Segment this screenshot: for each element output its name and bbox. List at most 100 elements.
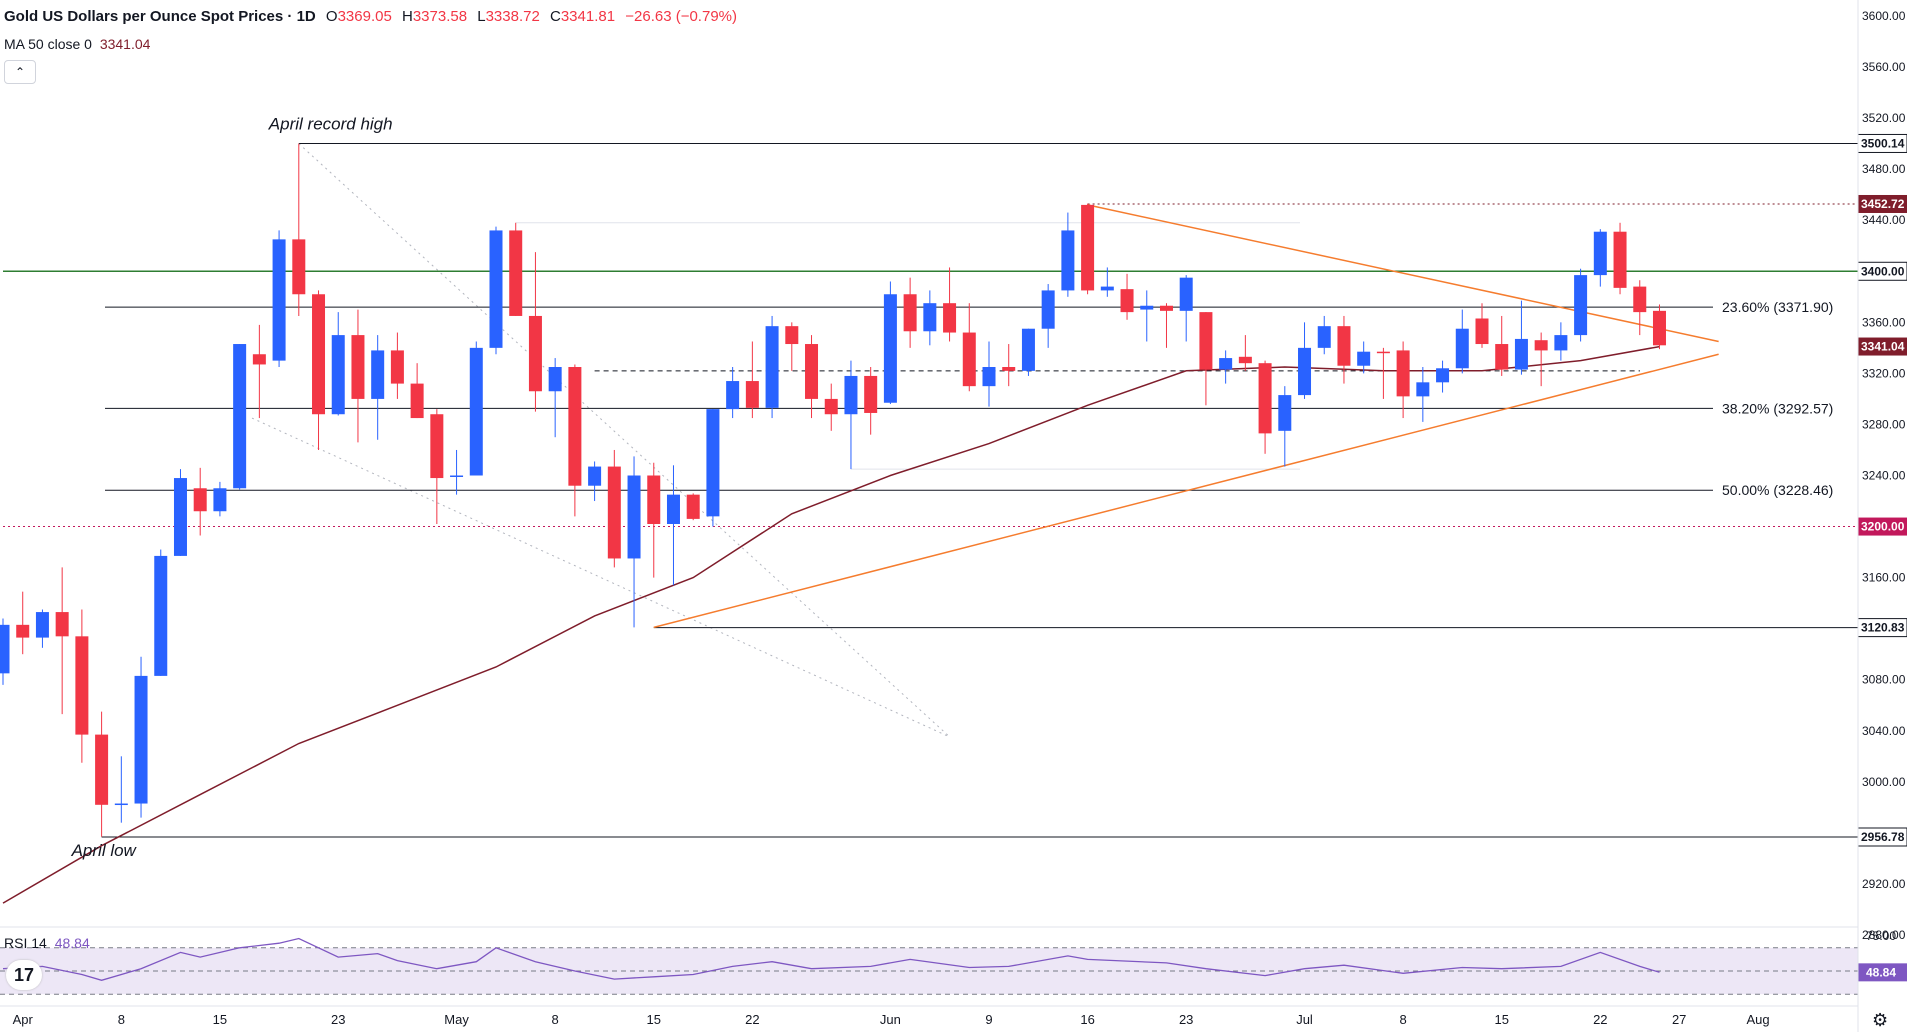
candle: [1613, 222, 1627, 295]
y-tick-label: 3280.00: [1862, 417, 1906, 431]
level-price-badge-label: 3400.00: [1861, 264, 1905, 278]
candle-body: [75, 636, 89, 735]
candle-body: [548, 367, 562, 392]
gear-icon[interactable]: ⚙: [1872, 1010, 1889, 1030]
candle: [1396, 341, 1410, 419]
candle-body: [1021, 328, 1035, 371]
low-value: 3338.72: [485, 8, 540, 25]
candle-body: [1534, 340, 1548, 351]
chevron-up-icon[interactable]: ⌃: [4, 60, 36, 84]
candle-body: [469, 347, 483, 476]
candle: [1436, 360, 1450, 393]
candle-body: [213, 488, 227, 512]
rsi-line: [2, 937, 1660, 981]
current-price-badge-label: 3341.04: [1861, 340, 1905, 354]
level-price-badge-label: 2956.78: [1861, 830, 1905, 844]
high-label: H: [402, 8, 413, 25]
fib-level-label: 50.00% (3228.46): [1722, 482, 1833, 498]
candle-body: [193, 488, 207, 512]
candle-body: [233, 344, 247, 489]
candle-body: [1278, 395, 1292, 431]
candle-body: [371, 350, 385, 399]
candle: [548, 358, 562, 438]
y-tick-label: 3440.00: [1862, 213, 1906, 227]
candle-body: [765, 326, 779, 408]
candle-body: [1514, 338, 1528, 370]
candle-body: [647, 475, 661, 525]
rsi-indicator-legend[interactable]: RSI 14 48.84: [4, 935, 90, 951]
candle: [686, 493, 700, 521]
candle: [351, 309, 365, 443]
candle-body: [1613, 231, 1627, 288]
candle: [1534, 332, 1548, 387]
candle-body: [1416, 382, 1430, 397]
fib-label-bg: [1713, 298, 1848, 317]
candle-body: [390, 350, 404, 384]
x-tick-label: 15: [1494, 1012, 1508, 1027]
candle-body: [962, 332, 976, 387]
candle: [75, 609, 89, 763]
x-tick-label: Aug: [1747, 1012, 1770, 1027]
current-price-badge: [1858, 337, 1907, 356]
candle: [903, 277, 917, 348]
candle: [1120, 273, 1134, 320]
trendline: [653, 353, 1719, 629]
y-tick-label: 3480.00: [1862, 162, 1906, 176]
candle: [1179, 275, 1193, 342]
x-tick-label: 8: [552, 1012, 559, 1027]
candle: [666, 465, 680, 586]
x-tick-label: 22: [1593, 1012, 1607, 1027]
level-price-badge-label: 3500.14: [1861, 136, 1905, 150]
candle: [1337, 315, 1351, 384]
candle-body: [805, 344, 819, 399]
tradingview-logo-icon[interactable]: 17: [6, 960, 42, 990]
high-value: 3373.58: [412, 8, 468, 25]
candle: [1061, 212, 1075, 297]
trendline: [1087, 204, 1719, 343]
candle: [726, 367, 740, 419]
candle: [1199, 312, 1213, 406]
x-tick-label: 27: [1672, 1012, 1686, 1027]
candle: [134, 656, 148, 818]
candle-body: [1593, 231, 1607, 276]
ma-indicator-legend[interactable]: MA 50 close 0 3341.04: [4, 36, 150, 52]
chart-title: Gold US Dollars per Ounce Spot Prices · …: [4, 8, 316, 25]
candle: [469, 341, 483, 476]
candle: [1554, 322, 1568, 361]
candle: [923, 290, 937, 346]
candle-body: [864, 375, 878, 413]
candle-body: [1574, 275, 1588, 336]
candle-body: [252, 354, 266, 365]
candle: [430, 409, 444, 525]
candle-body: [16, 624, 30, 638]
candle-body: [1475, 318, 1489, 345]
candle-body: [568, 367, 582, 486]
level-price-badge-label: 3120.83: [1861, 621, 1905, 635]
rsi-current-badge-label: 48.84: [1866, 965, 1896, 979]
candle: [745, 341, 759, 419]
candle-body: [1159, 305, 1173, 311]
candle-body: [1238, 356, 1252, 364]
candle-body: [1396, 350, 1410, 397]
x-tick-label: 8: [1400, 1012, 1407, 1027]
candle: [528, 252, 542, 412]
candle-body: [154, 555, 168, 676]
y-tick-label: 3320.00: [1862, 366, 1906, 380]
candle-body: [351, 335, 365, 399]
candle: [55, 567, 69, 715]
candle-body: [489, 230, 503, 348]
candle-body: [450, 475, 464, 477]
ma-value: 3341.04: [99, 36, 151, 52]
candle-body: [528, 315, 542, 392]
candle-body: [1081, 204, 1095, 291]
candle-body: [55, 612, 69, 637]
candle-body: [1436, 368, 1450, 383]
x-tick-label: 23: [1179, 1012, 1193, 1027]
change-value: −26.63 (−0.79%): [625, 8, 737, 25]
candle: [1258, 360, 1272, 454]
x-tick-label: 15: [213, 1012, 227, 1027]
y-tick-label: 3600.00: [1862, 9, 1906, 23]
candle: [1652, 304, 1666, 350]
candle: [331, 312, 345, 416]
